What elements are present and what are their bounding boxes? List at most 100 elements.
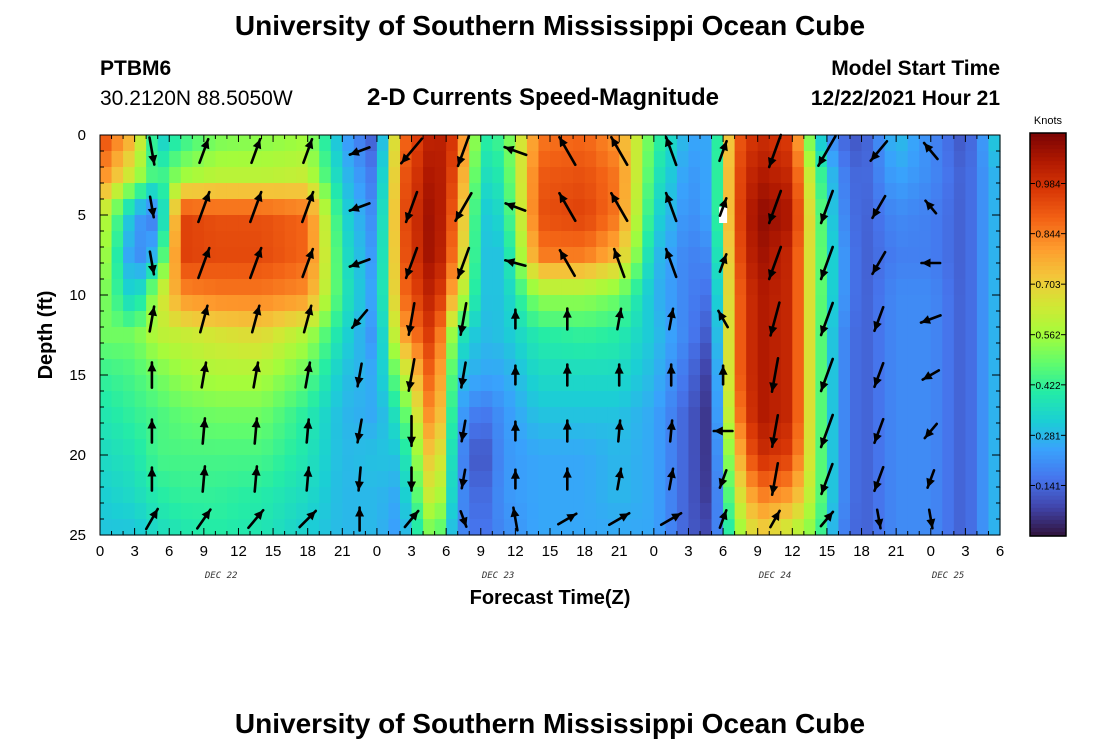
heatmap-cell bbox=[480, 215, 493, 232]
arrow-head bbox=[562, 308, 572, 318]
current-vector-arrow bbox=[609, 191, 629, 223]
heatmap-cell bbox=[238, 407, 251, 424]
heatmap-cell bbox=[423, 343, 436, 360]
heatmap-cell bbox=[676, 295, 690, 312]
heatmap-cell bbox=[215, 295, 228, 312]
arrow-head bbox=[505, 202, 516, 211]
colorbar-segment bbox=[1030, 157, 1066, 162]
heatmap-cell bbox=[480, 439, 493, 456]
colorbar-segment bbox=[1030, 253, 1066, 259]
heatmap-cell bbox=[330, 135, 343, 152]
heatmap-cell bbox=[238, 135, 251, 152]
heatmap-cell bbox=[342, 391, 355, 408]
heatmap-cell bbox=[803, 359, 816, 376]
heatmap-cell bbox=[550, 407, 563, 424]
heatmap-cell bbox=[330, 199, 343, 216]
heatmap-cell bbox=[746, 199, 759, 216]
heatmap-cell bbox=[423, 135, 436, 152]
heatmap-cell bbox=[446, 263, 459, 280]
heatmap-cell bbox=[630, 279, 643, 296]
current-vector-arrow bbox=[614, 363, 624, 387]
heatmap-cell bbox=[850, 215, 863, 232]
heatmap-cell bbox=[780, 167, 793, 184]
heatmap-cell bbox=[238, 519, 251, 536]
heatmap-cell bbox=[342, 407, 355, 424]
heatmap-cell bbox=[330, 439, 343, 456]
heatmap-cell bbox=[919, 247, 932, 264]
arrow-head bbox=[924, 143, 934, 153]
heatmap-cell bbox=[423, 423, 436, 440]
heatmap-cell bbox=[780, 247, 793, 264]
heatmap-cell bbox=[146, 439, 159, 456]
colorbar-segment bbox=[1030, 354, 1066, 360]
heatmap-cell bbox=[919, 231, 932, 248]
heatmap-cell bbox=[607, 295, 620, 312]
heatmap-cell bbox=[261, 263, 274, 280]
heatmap-cell bbox=[780, 135, 793, 152]
heatmap-cell bbox=[965, 311, 978, 328]
heatmap-cell bbox=[123, 343, 136, 360]
heatmap-cell bbox=[215, 183, 228, 200]
heatmap-cell bbox=[284, 375, 297, 392]
day-label: DEC 24 bbox=[758, 571, 792, 581]
current-vector-arrow bbox=[718, 253, 728, 274]
heatmap-cell bbox=[584, 199, 597, 216]
heatmap-cell bbox=[388, 391, 401, 408]
heatmap-cell bbox=[492, 471, 505, 488]
footer-title: University of Southern Mississippi Ocean… bbox=[234, 708, 866, 739]
heatmap-cell bbox=[330, 167, 343, 184]
heatmap-cell bbox=[365, 311, 378, 328]
x-tick-label: 3 bbox=[684, 543, 692, 560]
heatmap-cell bbox=[676, 183, 690, 200]
arrow-head bbox=[304, 139, 314, 150]
heatmap-cell bbox=[988, 167, 1001, 184]
heatmap-cell bbox=[838, 519, 851, 536]
heatmap-cell bbox=[469, 343, 482, 360]
heatmap-cell bbox=[100, 151, 113, 168]
heatmap-cell bbox=[896, 423, 909, 440]
heatmap-cell bbox=[711, 407, 724, 424]
heatmap-cell bbox=[700, 359, 713, 376]
heatmap-cell bbox=[157, 359, 170, 376]
heatmap-cell bbox=[919, 295, 932, 312]
heatmap-cell bbox=[607, 487, 620, 504]
heatmap-cell bbox=[596, 295, 609, 312]
heatmap-cell bbox=[688, 359, 701, 376]
heatmap-cell bbox=[607, 215, 620, 232]
heatmap-cell bbox=[307, 263, 320, 280]
heatmap-cell bbox=[550, 471, 563, 488]
heatmap-cell bbox=[284, 343, 297, 360]
heatmap-cell bbox=[446, 423, 459, 440]
heatmap-cell bbox=[319, 471, 332, 488]
heatmap-cell bbox=[492, 439, 505, 456]
colorbar-segment bbox=[1030, 403, 1066, 408]
heatmap-cell bbox=[757, 471, 770, 488]
heatmap-cell bbox=[203, 439, 216, 456]
heatmap-cell bbox=[596, 279, 609, 296]
heatmap-cell bbox=[896, 263, 909, 280]
current-vector-arrow bbox=[769, 356, 780, 394]
heatmap-cell bbox=[238, 423, 251, 440]
heatmap-cell bbox=[561, 455, 574, 472]
heatmap-cell bbox=[757, 519, 770, 536]
heatmap-cell bbox=[296, 487, 309, 504]
heatmap-cell bbox=[457, 279, 470, 296]
heatmap-cell bbox=[169, 199, 182, 216]
heatmap-cell bbox=[226, 215, 240, 232]
heatmap-cell bbox=[469, 215, 482, 232]
heatmap-cell bbox=[388, 407, 401, 424]
heatmap-cell bbox=[226, 199, 240, 216]
heatmap-cell bbox=[376, 167, 390, 184]
heatmap-cell bbox=[942, 423, 955, 440]
heatmap-cell bbox=[296, 343, 309, 360]
current-vector-arrow bbox=[459, 468, 468, 490]
current-vector-arrow bbox=[718, 197, 728, 217]
heatmap-cell bbox=[400, 215, 413, 232]
arrow-head bbox=[148, 154, 158, 165]
colorbar-tick-label: 0.703 bbox=[1035, 280, 1060, 291]
heatmap-cell bbox=[411, 391, 424, 408]
heatmap-cell bbox=[780, 279, 793, 296]
arrow-head bbox=[719, 510, 728, 521]
heatmap-cell bbox=[273, 231, 286, 248]
heatmap-cell bbox=[503, 487, 516, 504]
